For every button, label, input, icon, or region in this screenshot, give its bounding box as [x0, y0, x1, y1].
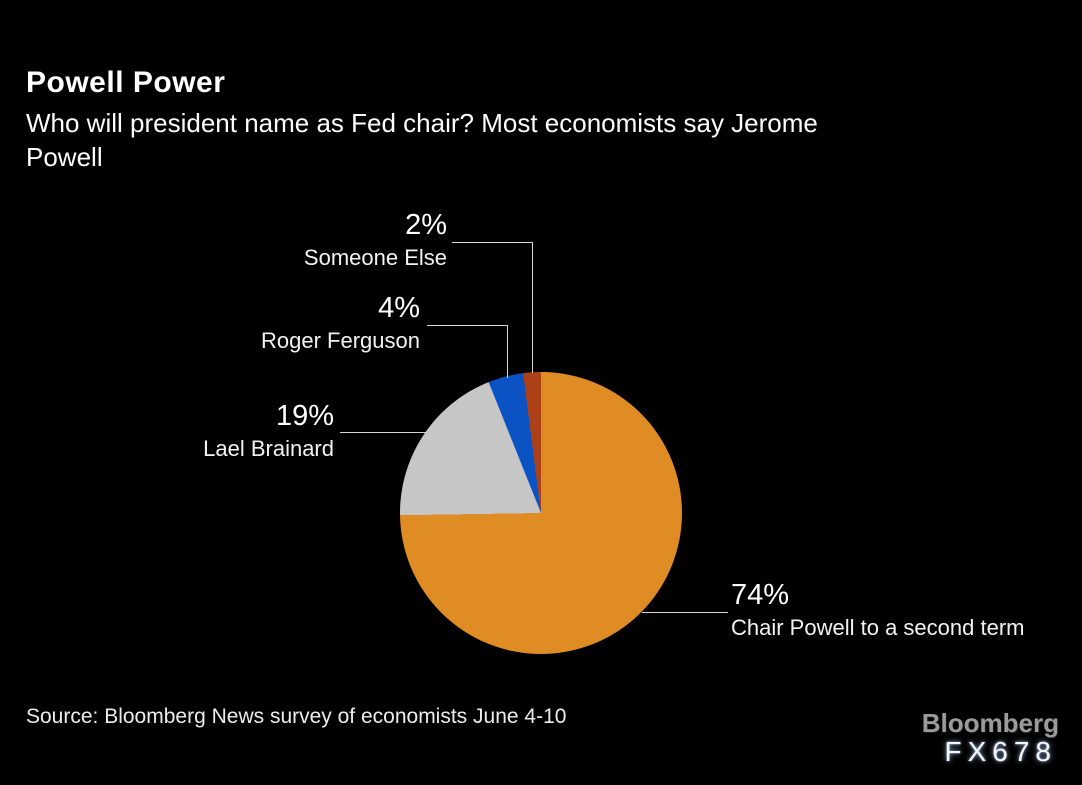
callout-label: Lael Brainard: [203, 436, 334, 461]
leader-line-someone-else-horizontal: [452, 242, 532, 243]
callout-label: Chair Powell to a second term: [731, 615, 1025, 640]
brand-block: Bloomberg FX678: [922, 710, 1059, 767]
callout-value: 2%: [405, 209, 447, 241]
leader-line-roger-ferguson-vertical: [507, 325, 508, 378]
pie-chart: [400, 372, 682, 654]
callout-roger-ferguson: 4% Roger Ferguson: [261, 291, 420, 354]
callout-label: Roger Ferguson: [261, 328, 420, 353]
callout-chair-powell: 74% Chair Powell to a second term: [731, 578, 1024, 641]
leader-line-someone-else-vertical: [532, 242, 533, 373]
callout-value: 4%: [378, 292, 420, 324]
callout-value: 19%: [275, 400, 334, 432]
leader-line-roger-ferguson-horizontal: [427, 325, 507, 326]
callout-label: Someone Else: [303, 245, 447, 270]
callout-lael-brainard: 19% Lael Brainard: [203, 399, 334, 462]
callout-value: 74%: [731, 579, 790, 611]
chart-subtitle: Who will president name as Fed chair? Mo…: [26, 108, 818, 172]
leader-line-lael-brainard-horizontal: [340, 432, 426, 433]
bloomberg-logo: Bloomberg: [921, 708, 1059, 738]
source-note: Source: Bloomberg News survey of economi…: [26, 705, 567, 728]
chart-title: Powell Power: [26, 66, 226, 99]
fx678-watermark: FX678: [944, 736, 1057, 767]
callout-someone-else: 2% Someone Else: [304, 208, 447, 271]
leader-line-chair-powell-horizontal: [642, 612, 728, 613]
